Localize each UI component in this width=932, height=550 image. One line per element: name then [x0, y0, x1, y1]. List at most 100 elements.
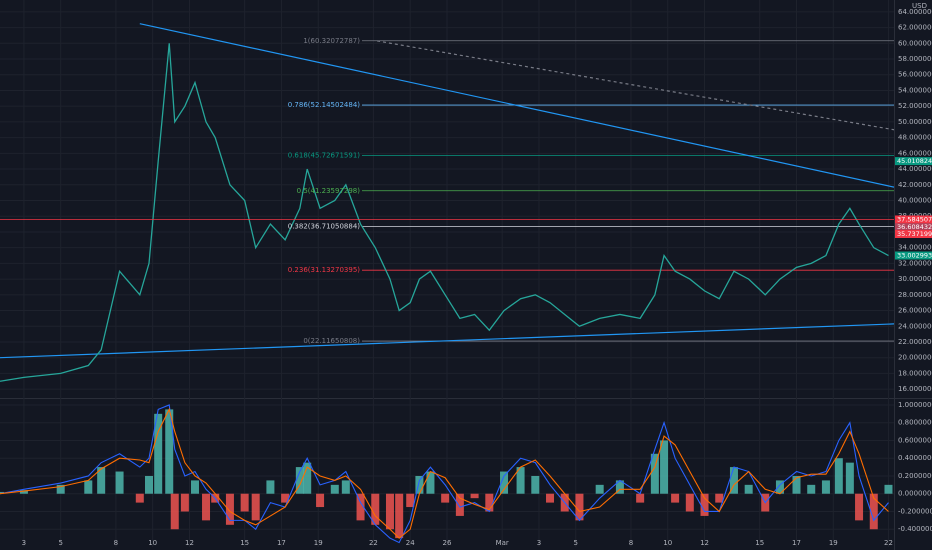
price-tag: [895, 230, 932, 239]
histogram-bar: [415, 475, 424, 494]
histogram-bar: [97, 467, 106, 494]
price-tag-label: 37.58450779: [897, 215, 932, 223]
histogram-bar: [240, 493, 249, 512]
histogram-bar: [251, 493, 260, 521]
histogram-bar: [115, 471, 124, 494]
histogram-bar: [636, 493, 645, 503]
y-tick-label: 54.00000000: [898, 86, 932, 94]
price-tag-label: 36.60843239: [897, 223, 932, 231]
histogram-bar: [821, 480, 830, 494]
x-tick-label: 17: [277, 539, 286, 547]
histogram-bar: [281, 493, 290, 503]
fib-label: 1(60.32072787): [303, 37, 360, 45]
indicator-line: [0, 404, 889, 544]
x-tick-label: 10: [663, 539, 672, 547]
histogram-bar: [660, 440, 669, 494]
units-label: USD: [912, 2, 927, 10]
histogram-bar: [406, 493, 415, 508]
y-tick-label: 58.00000000: [898, 55, 932, 63]
indicator-line: [0, 407, 889, 539]
histogram-bar: [671, 493, 680, 503]
fib-label: 0.786(52.14502484): [288, 101, 361, 109]
histogram-bar: [371, 493, 380, 525]
y-tick-label: 44.00000000: [898, 165, 932, 173]
fib-label: 0.618(45.72671591): [288, 151, 361, 159]
y-tick-label: 46.00000000: [898, 149, 932, 157]
x-tick-label: 5: [58, 539, 62, 547]
y-tick-label: -0.20000000: [898, 507, 932, 515]
histogram-bar: [455, 493, 464, 516]
x-tick-label: 15: [755, 539, 764, 547]
histogram-bar: [884, 484, 893, 494]
x-tick-label: 10: [148, 539, 157, 547]
histogram-bar: [744, 484, 753, 494]
y-tick-label: 18.00000000: [898, 369, 932, 377]
y-tick-label: 0.40000000: [898, 454, 932, 462]
x-tick-label: 3: [537, 539, 541, 547]
price-tag: [895, 215, 932, 224]
histogram-bar: [807, 484, 816, 494]
x-tick-label: 15: [240, 539, 249, 547]
y-tick-label: 62.00000000: [898, 24, 932, 32]
x-tick-label: 3: [22, 539, 26, 547]
histogram-bar: [485, 493, 494, 512]
y-tick-label: 32.00000000: [898, 259, 932, 267]
histogram-bar: [316, 493, 325, 508]
price-tag-label: 35.73719978: [897, 230, 932, 238]
histogram-bar: [615, 480, 624, 494]
trend-line: [0, 323, 894, 359]
x-tick-label: 5: [574, 539, 578, 547]
histogram-bar: [295, 467, 304, 494]
y-tick-label: 16.00000000: [898, 385, 932, 393]
y-tick-label: 30.00000000: [898, 275, 932, 283]
x-tick-label: 17: [792, 539, 801, 547]
x-tick-label: 12: [185, 539, 194, 547]
histogram-bar: [595, 484, 604, 494]
fib-label: 0(22.11650808): [303, 337, 360, 345]
histogram-bar: [84, 480, 93, 494]
histogram-bar: [19, 490, 28, 494]
histogram-bar: [546, 493, 555, 503]
histogram-bar: [729, 467, 738, 494]
x-tick-label: 12: [700, 539, 709, 547]
histogram-bar: [775, 480, 784, 494]
y-tick-label: 20.00000000: [898, 354, 932, 362]
histogram-bar: [441, 493, 450, 503]
histogram-bar: [154, 413, 163, 494]
y-tick-label: 64.00000000: [898, 8, 932, 16]
histogram-bar: [356, 493, 365, 521]
histogram-bar: [385, 493, 394, 530]
histogram-bar: [56, 484, 65, 494]
price-tag: [895, 251, 932, 260]
y-tick-label: 56.00000000: [898, 71, 932, 79]
y-tick-label: -0.40000000: [898, 525, 932, 533]
x-tick-label: 19: [829, 539, 838, 547]
histogram-bar: [426, 471, 435, 494]
y-tick-label: 24.00000000: [898, 322, 932, 330]
histogram-bar: [470, 493, 479, 499]
histogram-bar: [225, 493, 234, 525]
histogram-bar: [500, 471, 509, 494]
y-tick-label: 52.00000000: [898, 102, 932, 110]
histogram-bar: [845, 462, 854, 494]
histogram-bar: [330, 484, 339, 494]
histogram-bar: [202, 493, 211, 521]
histogram-bar: [531, 475, 540, 494]
histogram-bar: [834, 458, 843, 494]
y-tick-label: 42.00000000: [898, 181, 932, 189]
trend-line: [139, 23, 894, 188]
histogram-bar: [395, 493, 404, 539]
y-tick-label: 0.20000000: [898, 472, 932, 480]
histogram-bar: [303, 462, 312, 494]
histogram-bar: [715, 493, 724, 503]
x-tick-label: 22: [369, 539, 378, 547]
histogram-bar: [650, 453, 659, 494]
x-tick-label: Mar: [496, 539, 509, 547]
y-tick-label: 28.00000000: [898, 291, 932, 299]
y-tick-label: 0.60000000: [898, 436, 932, 444]
histogram-bar: [266, 480, 275, 494]
x-tick-label: 26: [443, 539, 452, 547]
y-tick-label: 1.00000000: [898, 401, 932, 409]
price-tag: [895, 223, 932, 232]
x-tick-label: 8: [629, 539, 633, 547]
